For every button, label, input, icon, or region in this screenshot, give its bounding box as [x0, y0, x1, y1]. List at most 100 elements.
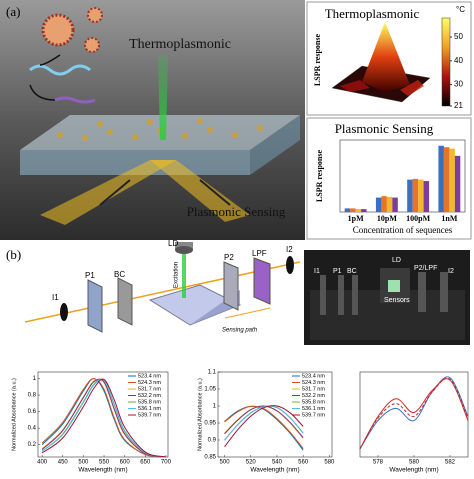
y-tick-label: 0.95	[204, 421, 216, 427]
legend-label: 536.1 nm	[138, 406, 161, 412]
bar	[407, 179, 413, 212]
plot-frame	[339, 139, 466, 213]
legend-label: 539.7 nm	[138, 412, 161, 418]
y-tick-label: 1.05	[204, 387, 216, 393]
x-tick-label: 500	[78, 460, 89, 466]
y-tick-label: 0.4	[28, 426, 37, 432]
colorbar-tick-label: 50	[454, 32, 463, 41]
chart-title: Plasmonic Sensing	[335, 121, 434, 136]
x-tick-label: 600	[120, 460, 131, 466]
y-tick-label: 0.85	[204, 455, 216, 461]
x-tick-label: 540	[272, 460, 283, 466]
y-tick-label: 1	[33, 376, 37, 382]
x-tick-label: 582	[445, 460, 456, 466]
x-tick-label: 560	[298, 460, 309, 466]
bar	[392, 197, 398, 212]
line	[224, 405, 304, 449]
colorbar-label: °C	[456, 5, 465, 14]
photo-label: BC	[347, 268, 357, 275]
bar	[412, 178, 419, 212]
legend-label: 532.2 nm	[138, 393, 161, 399]
bar	[361, 209, 367, 212]
line	[359, 376, 469, 450]
line	[224, 405, 304, 448]
setup-label: P1	[85, 271, 95, 280]
setup-diagram: (b) LD Excitation I1 P1 BC P2 LPF I2 Sen…	[6, 239, 301, 334]
setup-label: P2	[224, 253, 234, 262]
legend-label: 536.1 nm	[302, 406, 325, 412]
legend-label: 539.7 nm	[302, 412, 325, 418]
bar	[454, 155, 461, 212]
chart-title: Thermoplasmonic	[325, 6, 420, 21]
bar	[350, 208, 356, 212]
setup-label: Excitation	[174, 262, 180, 288]
setup-label: Sensing path	[222, 328, 258, 334]
x-tick-label: 400	[37, 460, 48, 466]
line	[41, 378, 166, 458]
x-tick-label: 1pM	[348, 214, 364, 223]
photo-label: Sensors	[384, 297, 410, 304]
photo-label: P1	[333, 268, 342, 275]
photo-label: P2/LPF	[414, 265, 437, 272]
colorbar-tick-label: 40	[454, 56, 463, 65]
photo-label: LD	[392, 257, 401, 264]
sensing-label: Plasmonic Sensing	[187, 204, 286, 219]
x-axis-label: Wavelength (nm)	[78, 467, 127, 474]
y-tick-label: 1	[213, 404, 217, 410]
legend-label: 524.3 nm	[302, 380, 325, 386]
x-tick-label: 578	[373, 460, 384, 466]
legend-label: 523.4 nm	[302, 373, 325, 379]
bar	[344, 208, 351, 212]
x-tick-label: 580	[409, 460, 420, 466]
setup-label: I1	[52, 293, 59, 302]
line	[224, 405, 304, 441]
line	[359, 378, 469, 450]
setup-label: I2	[286, 245, 293, 254]
x-tick-label: 100pM	[406, 214, 430, 223]
legend-label: 531.7 nm	[302, 386, 325, 392]
setup-label: LD	[168, 239, 178, 248]
bar	[355, 209, 362, 212]
legend-label: 535.8 nm	[302, 399, 325, 405]
line	[224, 405, 304, 451]
legend-label: 531.7 nm	[138, 386, 161, 392]
plot-frame	[359, 371, 469, 458]
colorbar	[441, 17, 451, 107]
bar	[449, 148, 455, 212]
panel-label: (a)	[6, 4, 20, 19]
plot-frame	[37, 371, 169, 458]
x-axis-label: Concentration of sequences	[353, 225, 453, 235]
y-tick-label: 0.2	[28, 442, 37, 448]
x-tick-label: 550	[99, 460, 110, 466]
y-axis-label: Normalized Absorbance (a.u.)	[197, 378, 203, 451]
thermo-label: Thermoplasmonic	[129, 37, 231, 52]
x-tick-label: 700	[161, 460, 172, 466]
bar	[443, 147, 450, 212]
x-tick-label: 650	[140, 460, 151, 466]
bar	[423, 181, 430, 212]
line	[41, 378, 167, 458]
colorbar-tick-label: 21	[454, 101, 463, 110]
y-tick-label: 1.1	[208, 370, 217, 376]
legend-label: 524.3 nm	[138, 380, 161, 386]
setup-label: BC	[114, 270, 125, 279]
photo-label: I2	[448, 268, 454, 275]
x-tick-label: 580	[324, 460, 335, 466]
line	[224, 405, 304, 438]
x-tick-label: 1nM	[441, 214, 457, 223]
bar	[381, 196, 387, 212]
panel-label: (b)	[6, 247, 21, 262]
legend-label: 535.8 nm	[138, 399, 161, 405]
y-tick-label: 0.6	[28, 409, 37, 415]
line	[41, 378, 167, 458]
x-tick-label: 450	[58, 460, 69, 466]
line	[41, 378, 167, 458]
legend-label: 523.4 nm	[138, 373, 161, 379]
y-axis-label: Normalized Absorbance (a.u.)	[11, 378, 17, 451]
legend-label: 532.2 nm	[302, 393, 325, 399]
y-tick-label: 0.8	[28, 393, 37, 399]
x-axis-label: Wavelength (nm)	[389, 467, 438, 474]
bar	[418, 179, 424, 212]
x-tick-label: 10pM	[377, 214, 397, 223]
